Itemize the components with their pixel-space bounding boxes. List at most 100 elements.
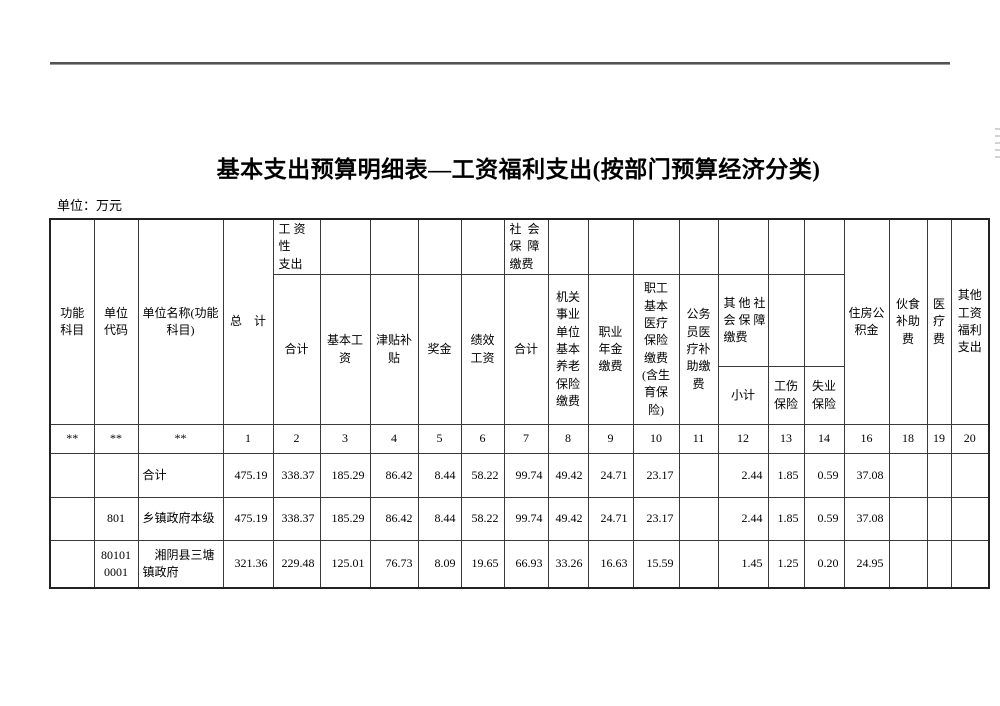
header-civil-servant-medical: 公务 员医 疗补 助缴 费 — [678, 274, 719, 426]
table-cell — [49, 497, 95, 542]
column-number-cell: 3 — [319, 424, 371, 455]
table-cell — [49, 540, 95, 589]
header-allowance: 津贴补 贴 — [369, 274, 419, 426]
table-cell: 99.74 — [503, 497, 549, 542]
table-cell — [93, 453, 139, 499]
header-other-welfare: 其他 工资 福利 支出 — [950, 218, 990, 426]
table-cell: 338.37 — [272, 497, 321, 542]
table-cell: 8.09 — [417, 540, 462, 589]
empty-header-cell — [547, 218, 589, 276]
table-cell: 0.59 — [803, 453, 845, 499]
header-unemployment-insurance: 失业 保险 — [803, 366, 845, 426]
table-cell: 99.74 — [503, 453, 549, 499]
column-number-cell: 5 — [417, 424, 462, 455]
table-cell: 19.65 — [460, 540, 505, 589]
column-number-cell: 20 — [950, 424, 990, 455]
empty-header-cell — [460, 218, 505, 276]
header-row-1: 功能 科目 单位 代码 单位名称(功能 科目) 总 计 工 资 性 支出 社 会… — [49, 218, 990, 426]
column-number-cell: ** — [49, 424, 95, 455]
header-other-social-group: 其 他 社 会 保 障 缴费 — [717, 274, 769, 368]
table-cell: 58.22 — [460, 453, 505, 499]
empty-header-cell — [767, 274, 805, 368]
table-cell: 15.59 — [632, 540, 680, 589]
page-title: 基本支出预算明细表—工资福利支出(按部门预算经济分类) — [216, 157, 821, 182]
table-cell: 24.71 — [587, 453, 634, 499]
table-cell: 49.42 — [547, 497, 589, 542]
table-cell: 合计 — [137, 453, 224, 499]
header-social-total: 合计 — [503, 274, 549, 426]
table-cell: 乡镇政府本级 — [137, 497, 224, 542]
table-cell — [678, 453, 719, 499]
table-cell — [678, 497, 719, 542]
table-cell — [888, 540, 928, 589]
column-number-cell: ** — [93, 424, 139, 455]
empty-header-cell — [767, 218, 805, 276]
column-number-cell: 16 — [843, 424, 890, 455]
table-row: 80101 0001 湘阴县三塘 镇政府 321.36 229.48 125.01 76… — [49, 540, 990, 589]
column-number-cell: 9 — [587, 424, 634, 455]
table-cell — [49, 453, 95, 499]
table-cell: 475.19 — [222, 453, 274, 499]
table-cell — [950, 453, 990, 499]
table-cell: 801 — [93, 497, 139, 542]
unit-label: 单位：万元 — [57, 198, 123, 213]
header-wage-total: 合计 — [272, 274, 321, 426]
empty-header-cell — [587, 218, 634, 276]
table-cell: 76.73 — [369, 540, 419, 589]
table-cell: 125.01 — [319, 540, 371, 589]
column-number-cell: 2 — [272, 424, 321, 455]
header-housing-fund: 住房公 积金 — [843, 218, 890, 426]
table-cell: 475.19 — [222, 497, 274, 542]
table-cell: 37.08 — [843, 453, 890, 499]
empty-header-cell — [803, 218, 845, 276]
table-cell — [888, 453, 928, 499]
column-number-cell: 1 — [222, 424, 274, 455]
empty-header-cell — [417, 218, 462, 276]
budget-table: 功能 科目 单位 代码 单位名称(功能 科目) 总 计 工 资 性 支出 社 会… — [49, 218, 990, 589]
column-number-cell: 13 — [767, 424, 805, 455]
table-header: 功能 科目 单位 代码 单位名称(功能 科目) 总 计 工 资 性 支出 社 会… — [49, 218, 990, 426]
table-cell: 2.44 — [717, 497, 769, 542]
column-number-cell: 11 — [678, 424, 719, 455]
column-number-cell: 18 — [888, 424, 928, 455]
header-row-2: 合计 基本工 资 津贴补 贴 奖金 绩效 工资 合计 机关 事业 单位 基本 养… — [50, 274, 989, 426]
header-pension: 机关 事业 单位 基本 养老 保险 缴费 — [547, 274, 589, 426]
table-cell: 1.45 — [717, 540, 769, 589]
column-number-cell: 7 — [503, 424, 549, 455]
table-cell — [950, 497, 990, 542]
table-cell: 185.29 — [319, 497, 371, 542]
column-number-cell: 19 — [926, 424, 952, 455]
table-cell: 23.17 — [632, 497, 680, 542]
table-cell: 229.48 — [272, 540, 321, 589]
table-cell: 0.59 — [803, 497, 845, 542]
empty-header-cell — [319, 218, 371, 276]
header-other-social-subtotal: 小计 — [717, 366, 769, 426]
table-cell: 16.63 — [587, 540, 634, 589]
empty-header-cell — [678, 218, 719, 276]
column-number-cell: 10 — [632, 424, 680, 455]
column-number-cell: 8 — [547, 424, 589, 455]
page-edge-artifact — [995, 128, 1000, 162]
header-unit-name: 单位名称(功能 科目) — [137, 218, 224, 426]
empty-header-cell — [803, 274, 845, 368]
table-cell: 86.42 — [369, 453, 419, 499]
table-cell: 湘阴县三塘 镇政府 — [137, 540, 224, 589]
table-cell: 58.22 — [460, 497, 505, 542]
table-cell — [950, 540, 990, 589]
empty-header-cell — [632, 218, 680, 276]
table-row: 801 乡镇政府本级 475.19 338.37 185.29 86.42 8.44 58.2… — [49, 497, 990, 542]
table-cell: 86.42 — [369, 497, 419, 542]
table-cell — [678, 540, 719, 589]
table-cell — [888, 497, 928, 542]
table-cell: 24.71 — [587, 497, 634, 542]
table-cell — [926, 540, 952, 589]
header-perf-wage: 绩效 工资 — [460, 274, 505, 426]
table-cell: 66.93 — [503, 540, 549, 589]
table-cell: 1.85 — [767, 497, 805, 542]
table-cell: 185.29 — [319, 453, 371, 499]
empty-header-cell — [369, 218, 419, 276]
column-number-cell: 14 — [803, 424, 845, 455]
table-cell: 37.08 — [843, 497, 890, 542]
header-annuity: 职业 年金 缴费 — [587, 274, 634, 426]
table-cell: 0.20 — [803, 540, 845, 589]
